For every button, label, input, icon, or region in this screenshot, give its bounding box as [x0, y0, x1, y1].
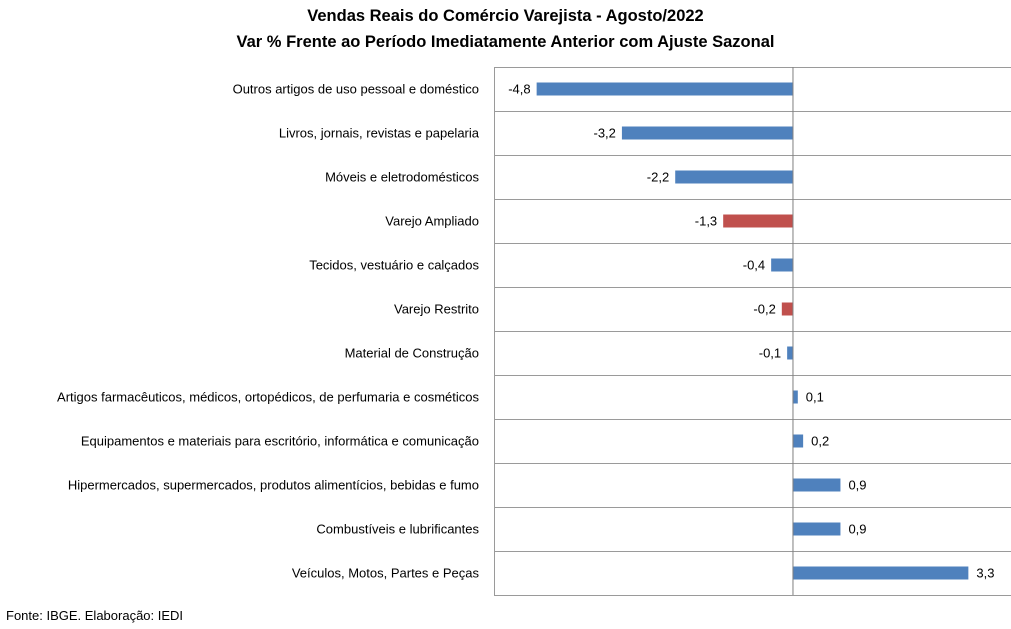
gridlines [494, 67, 1011, 596]
category-label: Combustíveis e lubrificantes [316, 522, 479, 537]
category-label: Livros, jornais, revistas e papelaria [279, 126, 480, 141]
data-label: 0,2 [811, 434, 829, 449]
bar [536, 82, 793, 96]
chart-title: Vendas Reais do Comércio Varejista - Ago… [307, 7, 704, 25]
bar [792, 434, 804, 448]
category-label: Veículos, Motos, Partes e Peças [292, 566, 480, 581]
bar [781, 302, 793, 316]
data-label: 0,9 [848, 478, 866, 493]
data-label: 0,1 [806, 390, 824, 405]
data-label: 3,3 [976, 566, 994, 581]
bar [792, 566, 969, 580]
bar [723, 214, 793, 228]
category-label: Hipermercados, supermercados, produtos a… [68, 478, 479, 493]
bar [792, 390, 798, 404]
category-label: Varejo Ampliado [385, 214, 479, 229]
data-label: 0,9 [848, 522, 866, 537]
data-label: -0,2 [753, 302, 775, 317]
data-label: -3,2 [594, 126, 616, 141]
bars [536, 67, 969, 595]
bar [675, 170, 793, 184]
bar [792, 478, 841, 492]
bar [787, 346, 793, 360]
data-label: -4,8 [508, 82, 530, 97]
category-label: Móveis e eletrodomésticos [325, 170, 479, 185]
category-label: Equipamentos e materiais para escritório… [81, 434, 479, 449]
labels: Outros artigos de uso pessoal e doméstic… [57, 82, 994, 581]
category-label: Artigos farmacêuticos, médicos, ortopédi… [57, 390, 479, 405]
bar [792, 522, 841, 536]
data-label: -1,3 [695, 214, 717, 229]
data-label: -0,1 [759, 346, 781, 361]
chart-subtitle: Var % Frente ao Período Imediatamente An… [236, 33, 775, 51]
category-label: Varejo Restrito [394, 302, 479, 317]
category-label: Outros artigos de uso pessoal e doméstic… [233, 82, 479, 97]
data-label: -0,4 [743, 258, 765, 273]
data-label: -2,2 [647, 170, 669, 185]
bar [771, 258, 793, 272]
source-note: Fonte: IBGE. Elaboração: IEDI [6, 608, 184, 623]
bar [621, 126, 793, 140]
category-label: Tecidos, vestuário e calçados [309, 258, 479, 273]
category-label: Material de Construção [345, 346, 479, 361]
